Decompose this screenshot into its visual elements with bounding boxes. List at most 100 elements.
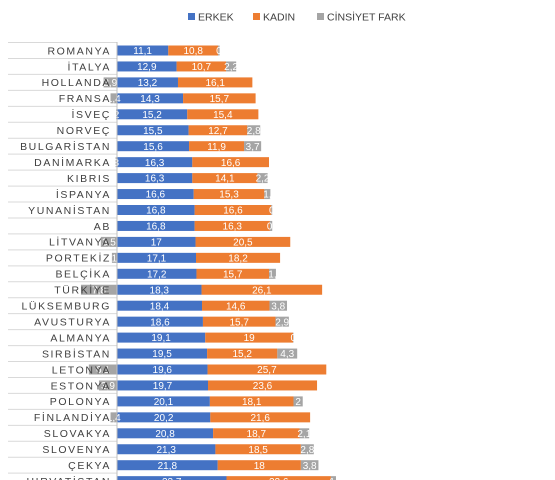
bar-ci̇nsi̇yet-fark xyxy=(218,45,220,56)
data-label: 20,5 xyxy=(233,238,253,249)
bar-ci̇nsi̇yet-fark xyxy=(244,141,262,152)
data-label: 2,2 xyxy=(224,62,238,73)
data-label: 13,2 xyxy=(138,78,158,89)
data-label: 2,2 xyxy=(256,174,270,185)
data-label: 15,2 xyxy=(142,110,162,121)
legend-swatch xyxy=(317,13,324,20)
bar-kadin xyxy=(207,364,327,375)
data-label: 12,7 xyxy=(208,126,228,137)
bar-erkek xyxy=(117,412,211,423)
bar-kadin xyxy=(195,236,291,247)
data-label: 11,1 xyxy=(133,46,152,57)
bar-ci̇nsi̇yet-fark xyxy=(293,396,303,407)
data-label: 6,1 xyxy=(96,365,110,376)
bar-ci̇nsi̇yet-fark xyxy=(268,268,276,279)
data-label: 18,5 xyxy=(248,445,268,456)
data-label: 16,3 xyxy=(145,174,165,185)
data-label: 16,6 xyxy=(221,158,241,169)
bar-erkek xyxy=(117,125,189,136)
bar-erkek xyxy=(117,332,206,343)
bar-erkek xyxy=(117,252,197,263)
bar-erkek xyxy=(117,77,178,88)
bar-kadin xyxy=(193,189,265,200)
data-label: 1, xyxy=(263,190,271,201)
bar-ci̇nsi̇yet-fark xyxy=(299,428,310,439)
data-label: 10,8 xyxy=(183,46,203,57)
data-label: 19,1 xyxy=(151,333,171,344)
bar-ci̇nsi̇yet-fark xyxy=(247,125,261,136)
data-label: 17,2 xyxy=(147,269,167,280)
data-label: 25,7 xyxy=(257,365,277,376)
bars-group: 11,1 10,8 012,9 10,7 2,213,2 16,12,914,3 15,71… xyxy=(80,45,338,480)
data-label: 16,6 xyxy=(223,206,243,217)
data-label: 3,8 xyxy=(271,301,285,312)
bar-ci̇nsi̇yet-fark xyxy=(277,348,298,359)
category-label: BULGARİSTAN xyxy=(20,140,111,153)
bar-erkek xyxy=(117,109,188,120)
category-label: FRANSA xyxy=(59,93,111,105)
data-label: 16,3 xyxy=(223,222,243,233)
data-label: 11,9 xyxy=(207,142,226,153)
data-label: 2,8 xyxy=(300,445,314,456)
legend-label: CİNSİYET FARK xyxy=(327,11,406,24)
bar-kadin xyxy=(192,173,258,184)
bar-erkek xyxy=(117,93,184,104)
legend-label: KADIN xyxy=(263,12,295,24)
bar-erkek xyxy=(117,316,203,327)
legend-swatch xyxy=(188,13,195,20)
data-label: 0 xyxy=(290,333,296,344)
data-label: 2 xyxy=(295,397,301,408)
data-label: 16,8 xyxy=(146,222,166,233)
category-label: BELÇİKA xyxy=(55,268,111,281)
category-label: ESTONYA xyxy=(51,380,111,392)
bar-erkek xyxy=(117,348,208,359)
bar-erkek xyxy=(117,476,227,480)
bar-erkek xyxy=(117,236,196,247)
category-label: AB xyxy=(94,221,111,233)
bar-erkek xyxy=(117,205,195,215)
category-label: KIBRIS xyxy=(67,173,111,185)
bar-kadin xyxy=(213,428,300,439)
bar-erkek xyxy=(117,460,218,471)
data-label: 0, xyxy=(267,222,275,233)
data-label: 17 xyxy=(151,238,163,249)
category-label: PORTEKİZ xyxy=(46,252,111,265)
data-label: 19,6 xyxy=(153,365,173,376)
legend-swatch xyxy=(253,13,260,20)
bar-ci̇nsi̇yet-fark xyxy=(110,93,117,104)
data-label: 18,2 xyxy=(228,253,248,264)
bar-ci̇nsi̇yet-fark xyxy=(257,173,268,184)
bar-erkek xyxy=(117,61,177,72)
data-label: 14,3 xyxy=(140,94,160,105)
category-label: İSVEÇ xyxy=(71,108,111,121)
data-label: 15,3 xyxy=(219,190,239,201)
data-label: 2,9 xyxy=(275,317,289,328)
data-label: 20,8 xyxy=(155,429,175,440)
data-label: 1 xyxy=(112,253,118,264)
data-label: 15,6 xyxy=(143,142,163,153)
data-label: 1,4 xyxy=(107,413,121,424)
bar-ci̇nsi̇yet-fark xyxy=(98,380,117,391)
data-label: 15,2 xyxy=(232,349,252,360)
category-label: YUNANİSTAN xyxy=(28,204,111,217)
bar-erkek xyxy=(117,141,190,152)
data-label: 7,8 xyxy=(92,285,106,296)
bar-kadin xyxy=(210,412,311,423)
bar-kadin xyxy=(209,396,294,407)
data-label: 16,8 xyxy=(146,206,166,217)
data-label: 21,8 xyxy=(158,461,178,472)
data-label: 16,6 xyxy=(146,190,166,201)
category-label: HOLLANDA xyxy=(42,77,111,89)
bar-ci̇nsi̇yet-fark xyxy=(275,316,289,327)
bar-kadin xyxy=(183,93,256,104)
legend-label: ERKEK xyxy=(198,12,234,24)
category-label: İSPANYA xyxy=(56,188,111,201)
bar-kadin xyxy=(205,332,294,343)
bar-kadin xyxy=(202,316,276,327)
bar-kadin xyxy=(188,125,248,136)
data-label: 21,6 xyxy=(250,413,270,424)
bar-erkek xyxy=(117,284,202,295)
bar-erkek xyxy=(117,220,195,231)
data-label: 14,1 xyxy=(215,174,235,185)
category-label: TÜRKİYE xyxy=(54,284,111,297)
